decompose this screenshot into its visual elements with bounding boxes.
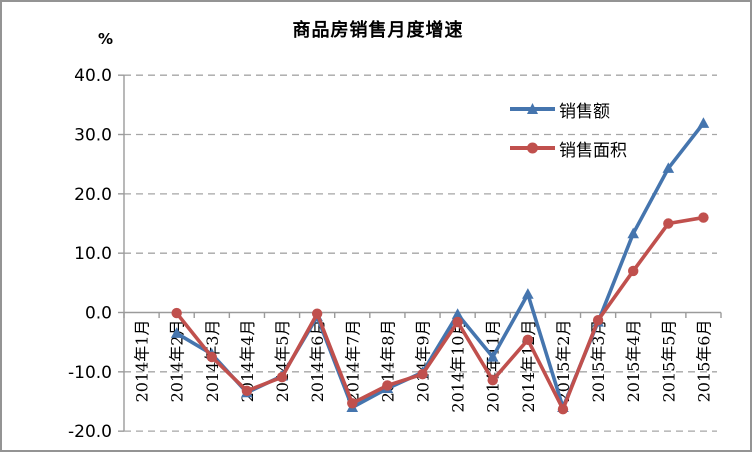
data-point-circle (452, 316, 463, 328)
data-point-circle (347, 398, 358, 409)
sales-amount-line-sample (510, 103, 555, 114)
x-axis-category-label: 2014年11月 (484, 320, 503, 413)
legend-label-sales-amount: 销售额 (559, 101, 610, 122)
data-point-triangle (170, 327, 183, 338)
data-point-triangle (627, 227, 640, 239)
legend-item-sales-amount: 销售额 (509, 95, 627, 123)
x-axis-category-label: 2014年4月 (238, 320, 257, 403)
y-axis-unit-label: % (98, 30, 114, 48)
x-axis-category-label: 2015年2月 (554, 320, 573, 403)
y-axis-tick-label: 20.0 (74, 185, 112, 205)
x-axis-category-label: 2014年5月 (273, 320, 292, 403)
chart-title: 商品房销售月度增速 (292, 20, 464, 41)
x-axis-category-label: 2015年6月 (694, 320, 713, 403)
triangle-marker-icon (527, 103, 538, 114)
data-point-circle (241, 385, 253, 397)
x-axis-category-label: 2015年3月 (589, 320, 608, 403)
data-point-circle (417, 369, 428, 380)
y-axis-tick-label: 10.0 (74, 244, 112, 264)
data-point-circle (311, 308, 323, 319)
data-point-circle (171, 307, 182, 319)
x-axis-category-label: 2014年1月 (133, 320, 152, 403)
x-axis-category-label: 2015年4月 (624, 320, 643, 403)
data-point-circle (522, 334, 534, 345)
x-axis-category-label: 2014年9月 (414, 320, 433, 403)
sales-area-line-sample (510, 142, 555, 154)
y-axis-tick-label: 30.0 (74, 126, 112, 146)
data-point-circle (663, 218, 674, 229)
series-line-1 (175, 215, 704, 412)
data-point-circle (628, 265, 639, 277)
legend: 销售额 销售面积 (509, 95, 627, 162)
x-axis-category-label: 2014年8月 (378, 320, 397, 403)
x-axis-category-label: 2015年5月 (659, 320, 678, 403)
x-axis-category-label: 2014年12月 (519, 320, 538, 413)
y-axis-tick-label: 40.0 (74, 66, 112, 86)
x-axis-category-label: 2014年10月 (449, 320, 468, 413)
x-axis-category-label: 2014年2月 (168, 320, 187, 403)
data-point-circle (698, 212, 709, 223)
data-point-circle (276, 371, 288, 383)
y-axis-tick-label: -10.0 (68, 363, 112, 383)
data-point-circle (382, 380, 393, 391)
data-point-triangle (662, 162, 675, 173)
data-point-triangle (522, 288, 534, 299)
x-axis-category-label: 2014年6月 (308, 320, 327, 403)
legend-item-sales-area: 销售面积 (509, 134, 627, 162)
data-point-circle (557, 404, 569, 415)
data-point-circle (206, 351, 217, 363)
y-axis-tick-label: -20.0 (68, 422, 112, 442)
data-point-circle (487, 374, 498, 386)
y-axis-tick-label: 0.0 (85, 304, 112, 324)
data-point-triangle (451, 308, 464, 319)
legend-label-sales-area: 销售面积 (559, 140, 627, 161)
data-point-triangle (486, 350, 499, 362)
data-point-triangle (697, 117, 710, 128)
x-axis-category-label: 2014年7月 (343, 320, 362, 403)
data-point-circle (592, 315, 604, 326)
circle-marker-icon (527, 142, 538, 154)
